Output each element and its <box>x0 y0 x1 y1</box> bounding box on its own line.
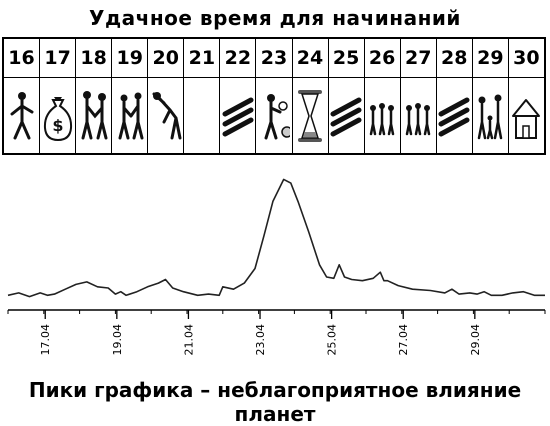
person-exercising-icon <box>148 78 183 153</box>
day-number: 16 <box>4 39 40 78</box>
day-number: 25 <box>328 39 364 78</box>
house-icon <box>509 78 544 153</box>
day-number: 20 <box>148 39 184 78</box>
day-cell-24: 24 <box>292 39 329 153</box>
day-cell-20: 20 <box>148 39 185 153</box>
day-cell-26: 26 <box>364 39 401 153</box>
day-cell-16: 16 <box>4 39 41 153</box>
day-cell-23: 23 <box>256 39 293 153</box>
day-cell-22: 22 <box>220 39 257 153</box>
day-number: 21 <box>184 39 220 78</box>
handshake-icon <box>76 78 111 153</box>
hatched-bars-icon <box>329 78 364 153</box>
day-cell-17: 17 $ <box>40 39 77 153</box>
x-tick-label: 19.04 <box>111 324 124 356</box>
svg-text:$: $ <box>52 116 63 135</box>
chart-caption: Пики графика – неблагоприятное влияние п… <box>28 378 522 426</box>
group-of-people-icon <box>365 78 400 153</box>
calendar-title: Удачное время для начинаний <box>89 6 461 30</box>
chart: 17.04 19.04 21.04 23.04 25.04 27.04 29.04 <box>7 178 546 356</box>
day-cell-28: 28 <box>436 39 473 153</box>
calendar-grid: 16 17 $18 19 20 21 22 23 24 25 26 27 28 29 30 <box>2 37 546 155</box>
day-number: 28 <box>436 39 472 78</box>
day-number: 23 <box>256 39 292 78</box>
hourglass-icon <box>293 78 328 153</box>
day-cell-21: 21 <box>184 39 221 153</box>
x-tick-label: 21.04 <box>182 324 195 356</box>
empty-icon-slot <box>184 78 219 153</box>
x-tick-label: 29.04 <box>469 324 482 356</box>
x-tick-label: 27.04 <box>397 324 410 356</box>
day-number: 18 <box>76 39 112 78</box>
people-meeting-icon <box>112 78 147 153</box>
day-number: 29 <box>472 39 508 78</box>
person-walking-icon <box>4 78 39 153</box>
family-icon <box>473 78 508 153</box>
day-cell-29: 29 <box>472 39 509 153</box>
day-number: 27 <box>400 39 436 78</box>
money-bag-icon: $ <box>40 78 75 153</box>
day-cell-30: 30 <box>508 39 544 153</box>
group-of-people-icon <box>401 78 436 153</box>
series-line-0 <box>7 178 545 298</box>
day-number: 17 <box>40 39 76 78</box>
day-number: 22 <box>220 39 256 78</box>
day-cell-18: 18 <box>76 39 113 153</box>
day-number: 30 <box>508 39 544 78</box>
day-cell-25: 25 <box>328 39 365 153</box>
x-tick-label: 23.04 <box>254 324 267 356</box>
day-number: 19 <box>112 39 148 78</box>
calendar: Удачное время для начинаний 16 17 $18 19 20 2… <box>0 0 550 160</box>
day-cell-27: 27 <box>400 39 437 153</box>
person-thinking-icon <box>256 78 291 153</box>
x-tick-label: 17.04 <box>39 324 52 356</box>
hatched-bars-icon <box>220 78 255 153</box>
day-cell-19: 19 <box>112 39 149 153</box>
hatched-bars-icon <box>437 78 472 153</box>
x-tick-label: 25.04 <box>326 324 339 356</box>
day-number: 26 <box>364 39 400 78</box>
day-number: 24 <box>292 39 328 78</box>
